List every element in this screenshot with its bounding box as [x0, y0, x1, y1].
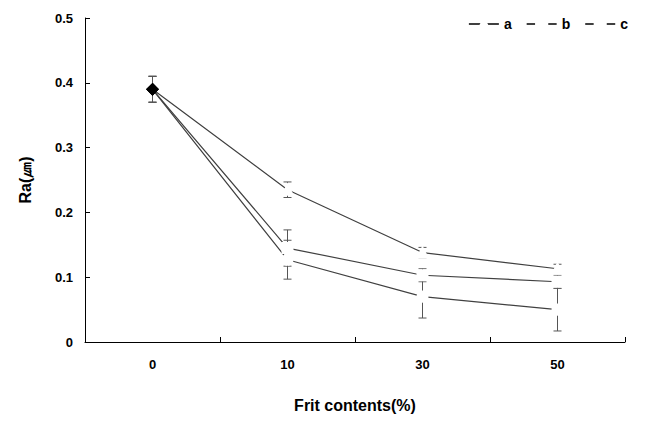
svg-text:10: 10: [280, 357, 294, 372]
svg-text:0: 0: [149, 357, 156, 372]
svg-text:c: c: [620, 16, 628, 32]
svg-text:Frit contents(%): Frit contents(%): [294, 397, 416, 414]
svg-text:b: b: [562, 16, 571, 32]
svg-text:0.5: 0.5: [55, 11, 73, 26]
svg-text:0.2: 0.2: [55, 205, 73, 220]
svg-text:0: 0: [66, 335, 73, 350]
svg-text:0.4: 0.4: [55, 75, 74, 90]
svg-text:a: a: [504, 16, 512, 32]
svg-text:0.1: 0.1: [55, 270, 73, 285]
svg-text:0.3: 0.3: [55, 140, 73, 155]
svg-text:Ra(㎛): Ra(㎛): [17, 156, 34, 203]
svg-text:30: 30: [415, 357, 429, 372]
svg-text:50: 50: [550, 357, 564, 372]
